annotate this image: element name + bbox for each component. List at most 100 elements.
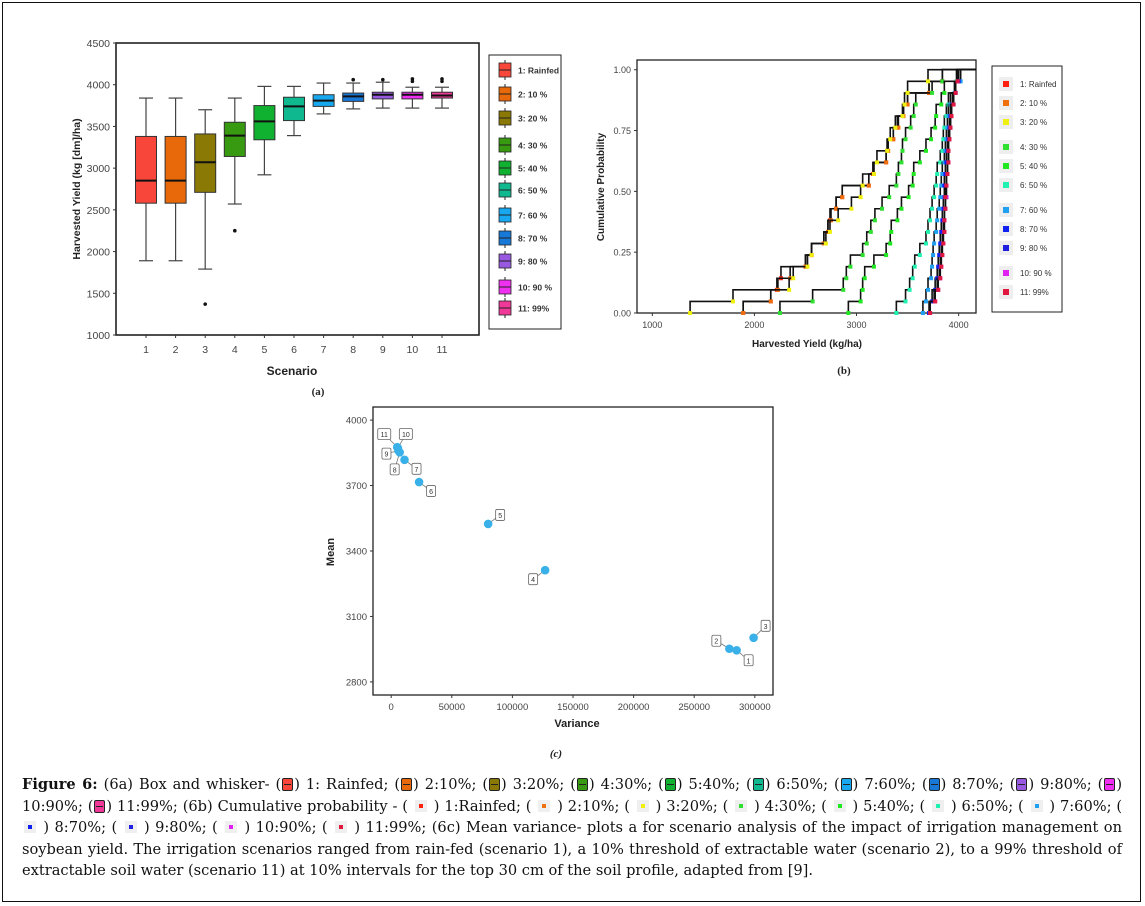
caption-b-item: ) 4:30%; (: [728, 798, 827, 815]
cdf-point: [929, 276, 934, 281]
caption-b-label: 11:99%: [365, 819, 422, 837]
cdf-point: [923, 148, 928, 153]
y-tick-label: 1500: [87, 288, 111, 300]
scatter-point-6: 6: [414, 477, 436, 497]
cdf-point: [940, 79, 945, 84]
legend-item-5: 5: 40 %: [498, 158, 548, 178]
cdf-point: [893, 125, 898, 130]
cdf-point: [903, 137, 908, 142]
box-legend-icon: [840, 778, 852, 791]
cdf-point: [688, 311, 693, 315]
box-scenario-1: [135, 97, 157, 262]
cdf-point: [932, 195, 937, 200]
cdf-point: [935, 171, 940, 176]
point-legend-icon: [225, 821, 238, 834]
caption-a-item: ) 7:60%; (: [840, 776, 928, 793]
data-point: [732, 645, 741, 655]
point-legend-icon: [1030, 799, 1043, 812]
cdf-point: [943, 195, 948, 200]
data-point: [483, 519, 493, 529]
x-tick-label: 3000: [847, 320, 867, 330]
box-whisker-chart: 1000 1500 2000 2500 3000 3500 4000 4500 1 2 3 4 5 6 7…: [71, 38, 562, 398]
cdf-point: [902, 102, 907, 107]
caption-a-label: 10:90%: [22, 797, 78, 815]
box-legend-icon: [1016, 778, 1028, 791]
point-legend-icon: [334, 821, 347, 834]
y-tick-label: 0.00: [613, 309, 631, 319]
legend-item-7: 7: 60 %: [999, 203, 1047, 217]
cdf-point: [841, 287, 846, 292]
data-point: [749, 633, 758, 643]
x-tick-label: 7: [321, 344, 327, 356]
cdf-point: [938, 160, 943, 165]
cdf-point: [943, 171, 948, 176]
legend-point-icon: [1003, 182, 1009, 188]
cdf-step-line: [847, 68, 976, 313]
cdf-point: [955, 79, 960, 84]
point-legend-icon: [932, 799, 945, 812]
point-legend-icon: [124, 821, 137, 834]
x-tick-label: 4: [232, 344, 238, 356]
cdf-point: [900, 114, 905, 119]
box-legend-icon: [282, 778, 294, 791]
legend-point-icon: [1003, 81, 1009, 87]
y-tick-label: 1000: [87, 330, 111, 342]
cdf-point: [860, 183, 865, 188]
caption-a-item: ) 2:10%; (: [400, 776, 488, 793]
legend-item-4: 4: 30 %: [498, 135, 548, 155]
point-legend-icon: [636, 799, 649, 812]
box-legend-icon: [928, 778, 940, 791]
cdf-point: [911, 171, 916, 176]
y-tick-label: 2000: [87, 247, 111, 259]
box-legend-icon: [489, 778, 501, 791]
outlier-point: [203, 302, 207, 306]
cdf-point: [926, 287, 931, 292]
cdf-point: [840, 195, 845, 200]
legend-point-icon: [1003, 270, 1009, 276]
y-tick-label: 3700: [346, 481, 367, 492]
y-tick-label: 4000: [87, 80, 111, 92]
legend-point-icon: [1003, 119, 1009, 125]
box-scenario-5: [253, 85, 276, 176]
point-label-box: [389, 463, 400, 476]
scatter-point-5: 5: [483, 509, 506, 529]
x-tick-label: 2: [173, 344, 179, 356]
y-tick-label: 2500: [87, 205, 111, 217]
point-label: 4: [531, 577, 535, 584]
panel-label-c: (c): [550, 748, 562, 760]
cdf-point: [942, 90, 947, 95]
cdf-point: [944, 160, 949, 165]
caption-b-label: 6:50%: [961, 797, 1009, 815]
box-scenario-6: [283, 85, 305, 137]
cdf-point: [862, 276, 867, 281]
legend-label: 7: 60 %: [1020, 206, 1047, 215]
cdf-point: [923, 241, 928, 246]
point-legend-icon: [735, 799, 748, 812]
cdf-point: [943, 148, 948, 153]
legend-item-7: 7: 60 %: [498, 205, 548, 225]
cdf-point: [913, 102, 918, 107]
legend-item-9: 9: 80 %: [999, 241, 1047, 255]
cdf-point: [910, 183, 915, 188]
y-tick-label: 3100: [346, 612, 367, 623]
data-point: [540, 565, 550, 575]
legend-item-4: 4: 30 %: [999, 140, 1047, 154]
cdf-point: [730, 299, 735, 304]
point-label-box: [381, 447, 392, 460]
x-tick-label: 1: [143, 344, 149, 356]
x-tick-label: 11: [437, 344, 448, 356]
box-legend-icon: [752, 778, 764, 791]
cdf-point: [823, 241, 828, 246]
caption-a-label: 6:50%: [776, 776, 824, 793]
cdf-point: [791, 276, 796, 281]
box-scenario-7: [312, 82, 335, 115]
caption-b-label: 9:80%: [155, 819, 202, 837]
cdf-point: [944, 114, 949, 119]
x-tick-label: 250000: [678, 702, 710, 713]
cdf-point: [940, 218, 945, 223]
cdf-point: [941, 206, 946, 211]
cdf-point: [887, 195, 892, 200]
legend-item-5: 5: 40 %: [999, 159, 1047, 173]
cdf-point: [942, 160, 947, 165]
cdf-point: [889, 229, 894, 234]
